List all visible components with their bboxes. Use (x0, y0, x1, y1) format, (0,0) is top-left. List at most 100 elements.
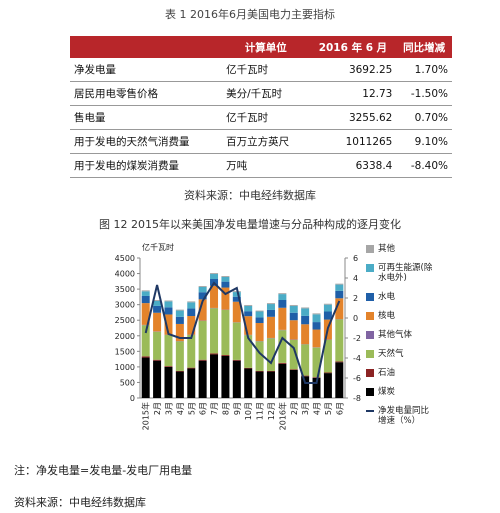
y-tick-label: 3000 (115, 301, 135, 310)
bar-segment (198, 359, 207, 361)
bar-segment (278, 362, 287, 364)
bar-segment (289, 320, 298, 340)
table-cell: 1.70% (396, 58, 452, 82)
bar-segment (289, 339, 298, 370)
table-cell: 3255.62 (309, 105, 397, 130)
legend-label: 煤炭 (378, 387, 396, 397)
bar-segment (255, 311, 264, 318)
x-tick-label: 2月 (290, 402, 299, 415)
bar-segment (244, 368, 253, 398)
table-cell: 3692.25 (309, 58, 397, 82)
bar-segment (198, 320, 207, 360)
bar-segment (141, 325, 150, 357)
bar-segment (198, 360, 207, 398)
bar-segment (187, 335, 196, 368)
table-cell: 1011265 (309, 129, 397, 154)
y-tick-label: 4500 (115, 254, 135, 263)
bar-segment (289, 369, 298, 370)
table-row: 居民用电零售价格 美分/千瓦时 12.73 -1.50% (70, 81, 452, 106)
bar-segment (301, 315, 310, 325)
legend-item: 石油 (366, 368, 446, 378)
table-cell: 亿千瓦时 (222, 105, 310, 130)
y-tick-label: 2000 (115, 332, 135, 341)
x-tick-label: 2015年 (141, 402, 151, 430)
table-cell: -1.50% (396, 81, 452, 106)
column-header: 计算单位 (222, 36, 310, 58)
bar-segment (198, 299, 207, 321)
x-tick-label: 12月 (267, 402, 276, 420)
legend-label: 天然气 (378, 349, 404, 359)
bar-segment (210, 273, 219, 275)
bar-segment (187, 302, 196, 309)
bar-segment (289, 370, 298, 398)
bar-segment (198, 286, 207, 287)
bar-segment (301, 324, 310, 345)
table-row: 用于发电的煤炭消费量 万吨 6338.4 -8.40% (70, 153, 452, 178)
y-axis-label: 亿千瓦时 (142, 242, 174, 252)
table-cell: 12.73 (309, 81, 397, 106)
bar-segment (266, 370, 275, 372)
bar-segment (164, 366, 173, 398)
bar-segment (175, 370, 184, 372)
note: 注：净发电量=发电量-发电厂用电量 (14, 464, 193, 477)
bar-segment (312, 347, 321, 378)
bar-segment (153, 359, 162, 361)
bar-segment (164, 307, 173, 315)
legend-item: 净发电量同比增速（%） (366, 406, 446, 426)
x-tick-label: 3月 (301, 402, 310, 415)
bar-segment (278, 363, 287, 398)
y-tick-label: 0 (130, 394, 135, 403)
bar-segment (278, 307, 287, 330)
legend-label: 核电 (378, 311, 396, 321)
legend-item: 核电 (366, 311, 446, 321)
bar-segment (232, 301, 241, 323)
bar-segment (153, 305, 162, 313)
y2-tick-label: -4 (353, 354, 361, 363)
bar-segment (244, 367, 253, 369)
bar-segment (289, 305, 298, 313)
legend-swatch (366, 264, 374, 272)
bar-segment (153, 331, 162, 360)
bar-segment (198, 292, 207, 300)
bar-segment (335, 362, 344, 398)
x-tick-label: 6月 (335, 402, 344, 415)
bar-segment (210, 274, 219, 279)
bar-segment (278, 293, 287, 295)
legend-label: 水电 (378, 292, 396, 302)
legend-label: 其他 (378, 244, 396, 254)
bar-segment (266, 303, 275, 305)
header-row: 计算单位 2016 年 6 月同比增减 (70, 36, 452, 58)
table-cell: 美分/千瓦时 (222, 81, 310, 106)
legend-label: 石油 (378, 368, 396, 378)
bar-segment (221, 276, 230, 282)
bar-segment (221, 276, 230, 277)
y2-tick-label: 0 (353, 314, 358, 323)
legend-item: 可再生能源(除水电外) (366, 263, 446, 283)
bar-segment (175, 309, 184, 311)
bar-segment (187, 308, 196, 317)
bar-segment (278, 300, 287, 308)
bar-segment (175, 323, 184, 342)
bar-segment (335, 284, 344, 291)
bar-segment (255, 370, 264, 372)
bar-segment (232, 292, 241, 297)
bar-segment (244, 316, 253, 335)
bar-segment (289, 312, 298, 321)
bar-segment (266, 316, 275, 338)
bar-segment (312, 322, 321, 330)
legend-swatch (366, 350, 374, 358)
bar-segment (221, 287, 230, 310)
table-source: 资料来源：中电经纬数据库 (184, 189, 316, 202)
bar-segment (221, 356, 230, 398)
bar-segment (141, 357, 150, 398)
table-cell: -8.40% (396, 153, 452, 178)
x-tick-label: 2016年 (277, 402, 287, 430)
source: 资料来源：中电经纬数据库 (14, 496, 146, 509)
bar-segment (266, 304, 275, 310)
bar-segment (312, 377, 321, 398)
column-header: 同比增减 (396, 36, 452, 58)
column-header: 2016 年 6 月 (309, 36, 397, 58)
bar-segment (244, 335, 253, 368)
y2-tick-label: 4 (353, 274, 358, 283)
bar-segment (164, 301, 173, 308)
